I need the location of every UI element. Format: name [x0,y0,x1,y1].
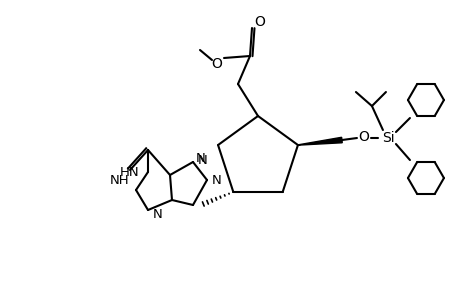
Text: N: N [196,152,206,164]
Text: O: O [254,15,265,29]
Text: NH: NH [110,173,129,187]
Text: HN: HN [120,166,140,178]
Text: Si: Si [381,131,393,145]
Text: N: N [198,154,207,166]
Text: N: N [212,173,221,187]
Polygon shape [297,137,341,145]
Text: N: N [153,208,162,220]
Text: O: O [211,57,222,71]
Text: O: O [358,130,369,144]
